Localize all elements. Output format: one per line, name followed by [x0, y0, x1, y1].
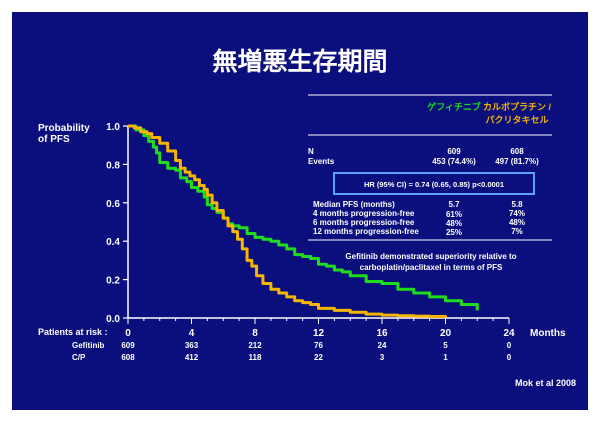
y-axis-label-line2: of PFS: [38, 134, 70, 145]
risk-gefitinib-count: 609: [121, 341, 135, 350]
x-tick-label: 20: [440, 328, 452, 339]
risk-label: Patients at risk :: [38, 327, 108, 337]
risk-counts: 609 363 212 76 24 5 0 608 412 118 22 3 1 0: [121, 341, 511, 362]
y-tick-label: 0.0: [106, 314, 120, 325]
risk-cp-count: 118: [249, 353, 262, 362]
y-tick-label: 0.2: [106, 276, 120, 287]
risk-gefitinib-count: 212: [248, 341, 262, 350]
m4-label: 4 months progression-free: [313, 209, 415, 218]
risk-gefitinib-count: 5: [443, 341, 448, 350]
m12-label: 12 months progression-free: [313, 227, 419, 236]
results-table: ゲフィチニブ カルボプラチン / パクリタキセル N Events 609 60…: [308, 94, 552, 272]
risk-gefitinib-count: 76: [314, 341, 323, 350]
slide: 無増悪生存期間 Probability of PFS 0.0 0.2 0.4 0.6 0…: [12, 12, 588, 410]
events-gefitinib: 453 (74.4%): [432, 157, 476, 166]
risk-cp-count: 412: [185, 353, 199, 362]
pfs-chart: 無増悪生存期間 Probability of PFS 0.00.20.40.60…: [38, 47, 576, 388]
m6-label: 6 months progression-free: [313, 218, 415, 227]
m4-gefitinib: 61%: [446, 210, 462, 219]
y-tick-label: 0.8: [106, 160, 120, 171]
gefitinib-curve: [128, 124, 479, 311]
m4-cp: 74%: [509, 209, 525, 218]
n-cp: 608: [510, 147, 524, 156]
risk-gefitinib-count: 24: [378, 341, 387, 350]
citation: Mok et al 2008: [515, 378, 576, 388]
x-tick-label: 24: [503, 328, 515, 339]
y-axis-label-line1: Probability: [38, 123, 90, 134]
risk-gefitinib-count: 0: [507, 341, 512, 350]
c-p-curve: [128, 124, 447, 318]
m12-gefitinib: 25%: [446, 228, 462, 237]
risk-cp-count: 1: [443, 353, 448, 362]
cp-header-line2: パクリタキセル: [485, 114, 548, 125]
y-tick-label: 0.4: [106, 237, 120, 248]
risk-cp-count: 0: [507, 353, 512, 362]
x-tick-label: 12: [313, 328, 325, 339]
x-tick-label: 8: [252, 328, 258, 339]
events-label: Events: [308, 157, 335, 166]
note-line2: carboplatin/paclitaxel in terms of PFS: [360, 263, 503, 272]
axis-ticks: 0.0 0.2 0.4 0.6 0.8 1.0 0 4 8 12 16 20 24 Months: [106, 122, 566, 339]
gefitinib-header: ゲフィチニブ: [427, 101, 481, 112]
survival-curves: [128, 124, 479, 318]
y-tick-label: 0.6: [106, 199, 120, 210]
hazard-ratio: HR (95% CI) = 0.74 (0.65, 0.85) p<0.0001: [364, 180, 504, 189]
median-gefitinib: 5.7: [448, 200, 460, 209]
m6-gefitinib: 48%: [446, 219, 462, 228]
x-tick-label: 16: [376, 328, 388, 339]
x-tick-label: 0: [125, 328, 131, 339]
x-tick-label: 4: [189, 328, 195, 339]
risk-cp-count: 22: [314, 353, 323, 362]
median-pfs-label: Median PFS (months): [313, 200, 395, 209]
y-tick-label: 1.0: [106, 122, 120, 133]
x-axis-label: Months: [530, 328, 566, 339]
risk-gefitinib-label: Gefitinib: [72, 341, 105, 350]
risk-gefitinib-count: 363: [185, 341, 199, 350]
m6-cp: 48%: [509, 218, 525, 227]
risk-cp-count: 3: [380, 353, 385, 362]
events-cp: 497 (81.7%): [495, 157, 539, 166]
risk-cp-label: C/P: [72, 353, 86, 362]
slide-title: 無増悪生存期間: [212, 47, 387, 76]
n-label: N: [308, 147, 314, 156]
hr-box: [333, 172, 535, 195]
median-cp: 5.8: [511, 200, 523, 209]
risk-cp-count: 608: [121, 353, 135, 362]
n-gefitinib: 609: [447, 147, 461, 156]
note-line1: Gefitinib demonstrated superiority relat…: [345, 252, 516, 261]
m12-cp: 7%: [511, 227, 523, 236]
cp-header-line1: カルボプラチン /: [483, 101, 552, 112]
